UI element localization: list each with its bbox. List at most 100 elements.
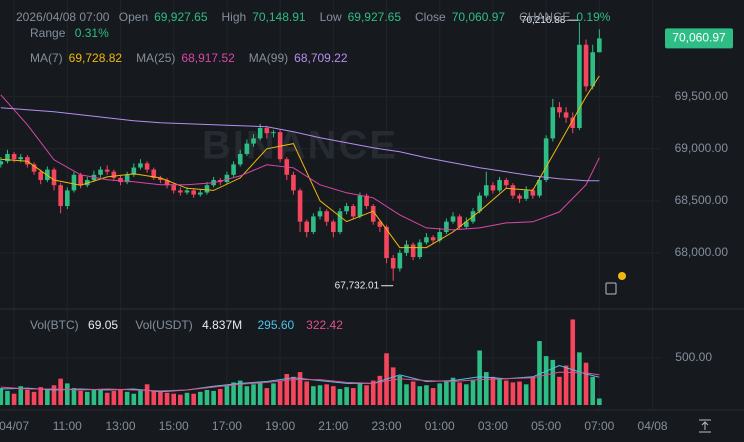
x-tick-label: 13:00 — [105, 419, 135, 433]
volume-bar — [144, 384, 150, 405]
candle-body — [424, 237, 429, 243]
volume-bar — [224, 385, 230, 405]
candle-body — [71, 174, 77, 191]
volume-bar — [151, 390, 157, 405]
volume-bar — [344, 387, 349, 405]
candle-body — [437, 232, 443, 241]
candle-body — [98, 169, 103, 175]
candle-body — [311, 216, 316, 233]
quote-volume-value: 4.837M — [202, 318, 243, 332]
volume-bar — [357, 383, 363, 405]
volume-bar — [570, 319, 576, 405]
volume-bar — [11, 393, 17, 405]
candle-body — [510, 185, 516, 196]
candle-body — [390, 258, 396, 269]
volume-bar — [577, 352, 582, 405]
indicator-icon — [605, 282, 617, 295]
volume-bar — [138, 389, 143, 405]
ma-value: 68,709.22 — [294, 51, 348, 65]
volume-bar — [377, 375, 383, 405]
field-label: Open — [118, 10, 149, 24]
volume-bar — [91, 389, 97, 405]
volume-bar — [65, 383, 70, 405]
candle-body — [410, 244, 416, 258]
candle-body — [118, 177, 123, 183]
volume-bar — [317, 385, 323, 405]
alert-dot — [618, 272, 626, 280]
candle-body — [324, 211, 329, 222]
candle-body — [11, 154, 17, 160]
ma-line — [0, 75, 600, 249]
candle-body — [477, 195, 482, 212]
volume-bar — [31, 391, 37, 405]
candle-body — [517, 195, 522, 199]
x-tick-label: 07:00 — [584, 419, 614, 433]
field-label: Low — [319, 10, 342, 24]
candle-body — [204, 185, 210, 193]
ma-name: MA(25) — [136, 51, 176, 65]
volume-bar — [284, 373, 290, 405]
volume-bar — [184, 392, 190, 405]
volume-value: 69.05 — [88, 318, 119, 332]
candle-body — [277, 132, 283, 160]
candle-body — [144, 163, 150, 170]
annotation-label: 70,216.88 — [521, 15, 566, 26]
volume-bar — [364, 385, 369, 405]
x-tick-label: 04/08 — [638, 419, 668, 433]
ma-name: MA(7) — [30, 51, 63, 65]
volume-bar — [18, 386, 24, 405]
x-tick-label: 04/07 — [0, 419, 29, 433]
volume-bar — [158, 391, 163, 405]
candle-body — [497, 180, 502, 191]
ma-line — [0, 94, 600, 231]
candle-body — [543, 138, 549, 181]
candle-body — [51, 169, 57, 186]
ohlc-header: 2026/04/08 07:00 Open 69,927.65 High 70,148… — [16, 10, 630, 24]
volume-bar — [251, 384, 256, 405]
volume-bar — [191, 393, 196, 405]
candle-body — [0, 161, 4, 165]
volume-bar — [530, 376, 536, 405]
last-price-tag — [665, 28, 733, 49]
y-tick-label: 68,000.00 — [675, 245, 729, 259]
candle-body — [503, 180, 509, 186]
volume-bar — [237, 380, 243, 405]
candle-body — [397, 252, 403, 269]
volume-bar — [517, 381, 522, 405]
volume-bar — [537, 341, 542, 405]
candle-body — [151, 169, 157, 178]
candle-body — [65, 190, 70, 207]
volume-bar — [437, 383, 443, 405]
candle-body — [158, 177, 163, 181]
candle-body — [164, 180, 170, 186]
volume-bar — [350, 388, 356, 405]
volume-bar — [550, 359, 556, 405]
volume-bar — [444, 381, 449, 405]
field-label: CHANGE — [519, 10, 571, 24]
volume-bar — [51, 385, 57, 405]
ma-line — [0, 107, 600, 182]
volume-bar — [543, 356, 549, 405]
x-tick-label: 15:00 — [159, 419, 189, 433]
candle-body — [171, 185, 177, 191]
volume-bar — [104, 392, 110, 405]
candle-body — [444, 221, 449, 233]
volume-bar — [264, 388, 270, 405]
x-tick-label: 19:00 — [265, 419, 295, 433]
candle-body — [251, 138, 256, 144]
volume-bar — [164, 392, 170, 405]
header-time: 2026/04/08 07:00 — [16, 10, 110, 24]
volume-bar — [25, 389, 30, 405]
range-label: Range — [30, 26, 66, 40]
candle-body — [304, 221, 310, 233]
volume-ma-value: 295.60 — [257, 318, 295, 332]
volume-bar — [557, 376, 562, 405]
field-value: 69,927.65 — [154, 10, 208, 24]
x-tick-label: 05:00 — [531, 419, 561, 433]
volume-bar — [277, 380, 283, 405]
volume-bar — [271, 383, 276, 405]
last-price-label: 70,060.97 — [672, 31, 726, 45]
volume-bar — [291, 376, 296, 405]
candle-body — [331, 221, 336, 233]
